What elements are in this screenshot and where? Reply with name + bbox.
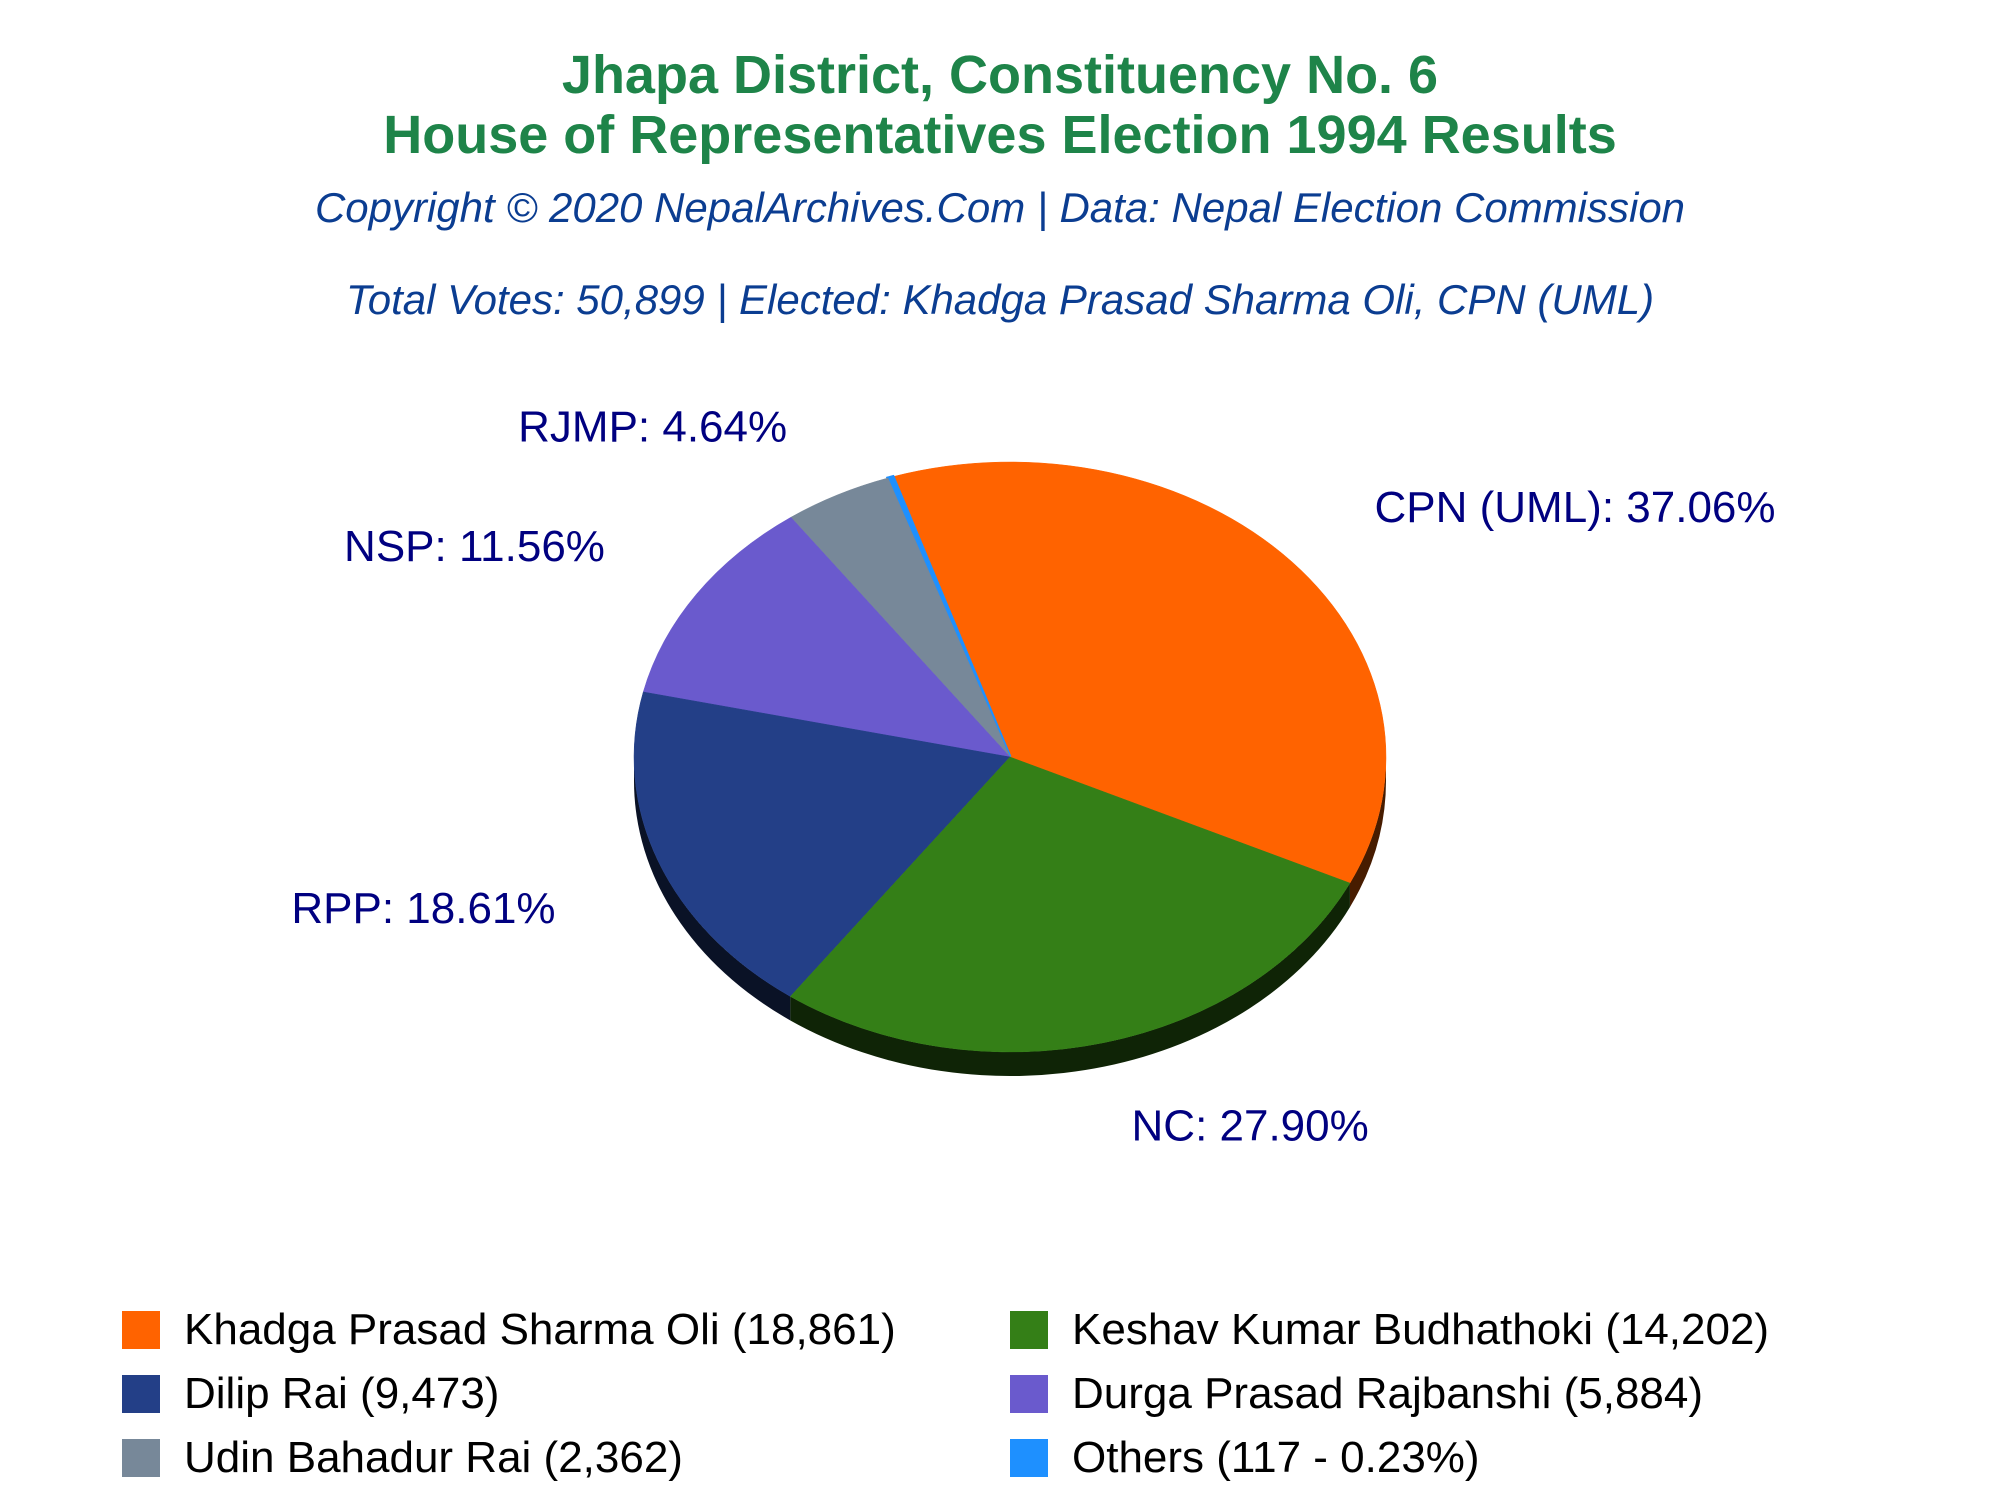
copyright-line: Copyright © 2020 NepalArchives.Com | Dat… [314, 184, 1686, 231]
summary-line: Total Votes: 50,899 | Elected: Khadga Pr… [345, 276, 1655, 323]
legend: Khadga Prasad Sharma Oli (18,861) Keshav… [0, 1300, 2000, 1500]
pie-slice-cpn-uml- [892, 461, 1387, 884]
legend-label: Dilip Rai (9,473) [184, 1369, 500, 1418]
chart-title-line2: House of Representatives Election 1994 R… [383, 105, 1617, 165]
pie-slices [633, 461, 1387, 1053]
pie-side-cpn-uml- [1349, 757, 1386, 908]
pie-side-walls [634, 757, 1386, 1076]
pie-labels: CPN (UML): 37.06% RJMP: 4.64% NSP: 11.56% R… [291, 403, 1775, 1151]
pie-chart: CPN (UML): 37.06% RJMP: 4.64% NSP: 11.56% R… [291, 403, 1775, 1151]
legend-label: Keshav Kumar Budhathoki (14,202) [1072, 1305, 1770, 1354]
pie-side-rpp [634, 757, 791, 1021]
legend-item: Durga Prasad Rajbanshi (5,884) [1010, 1364, 1703, 1424]
slice-label: NSP: 11.56% [344, 522, 605, 571]
legend-swatch [1010, 1375, 1048, 1413]
pie-side-nc [790, 883, 1350, 1076]
legend-item: Khadga Prasad Sharma Oli (18,861) [122, 1300, 896, 1360]
legend-label: Udin Bahadur Rai (2,362) [184, 1433, 683, 1482]
legend-label: Khadga Prasad Sharma Oli (18,861) [184, 1305, 896, 1354]
legend-swatch [122, 1375, 160, 1413]
legend-item: Udin Bahadur Rai (2,362) [122, 1428, 683, 1488]
slice-label: RPP: 18.61% [291, 884, 555, 933]
pie-slice-rpp [633, 691, 1011, 997]
legend-swatch [122, 1311, 160, 1349]
legend-item: Dilip Rai (9,473) [122, 1364, 499, 1424]
chart-title-line1: Jhapa District, Constituency No. 6 [561, 45, 1439, 105]
slice-label: CPN (UML): 37.06% [1375, 483, 1776, 532]
slice-label: NC: 27.90% [1132, 1102, 1369, 1151]
legend-swatch [1010, 1311, 1048, 1349]
pie-slice-nsp [642, 516, 1011, 758]
legend-label: Durga Prasad Rajbanshi (5,884) [1072, 1369, 1704, 1418]
legend-swatch [122, 1439, 160, 1477]
legend-item: Others (117 - 0.23%) [1010, 1428, 1480, 1488]
legend-item: Keshav Kumar Budhathoki (14,202) [1010, 1300, 1769, 1360]
legend-label: Others (117 - 0.23%) [1072, 1433, 1480, 1482]
pie-slice-nc [789, 756, 1351, 1053]
slice-label: RJMP: 4.64% [518, 403, 787, 452]
legend-swatch [1010, 1439, 1048, 1477]
